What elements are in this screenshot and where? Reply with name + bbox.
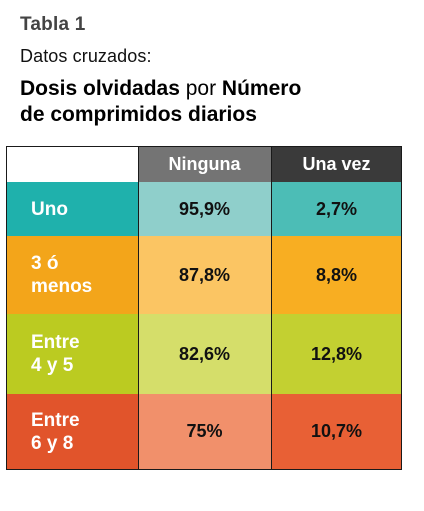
cross-tab-table: Ninguna Una vez Uno 95,9% 2,7% 3 ó menos… xyxy=(6,146,402,470)
column-header-ninguna: Ninguna xyxy=(138,147,271,182)
cell-uno-ninguna: 95,9% xyxy=(138,182,271,236)
column-header-una-vez: Una vez xyxy=(272,147,401,182)
cell-uno-una-vez: 2,7% xyxy=(272,182,401,236)
cell-3-o-menos-una-vez: 8,8% xyxy=(272,236,401,314)
table-title: Dosis olvidadas por Número de comprimido… xyxy=(20,76,301,128)
cell-entre-6-y-8-una-vez: 10,7% xyxy=(272,394,401,469)
column-divider xyxy=(138,147,139,469)
cell-entre-6-y-8-ninguna: 75% xyxy=(138,394,271,469)
column-divider xyxy=(271,147,272,469)
cell-entre-4-y-5-una-vez: 12,8% xyxy=(272,314,401,394)
row-label-uno: Uno xyxy=(7,182,138,236)
cell-3-o-menos-ninguna: 87,8% xyxy=(138,236,271,314)
cell-entre-4-y-5-ninguna: 82,6% xyxy=(138,314,271,394)
table-subtitle: Datos cruzados: xyxy=(20,46,152,66)
row-label-entre-4-y-5: Entre 4 y 5 xyxy=(7,314,138,394)
table-corner-cell xyxy=(7,147,138,182)
title-connector: por xyxy=(179,77,222,100)
title-part-number: Número xyxy=(221,77,302,100)
row-label-3-o-menos: 3 ó menos xyxy=(7,236,138,314)
title-part-doses: Dosis olvidadas xyxy=(20,77,180,100)
title-line2: de comprimidos diarios xyxy=(20,103,257,126)
row-label-entre-6-y-8: Entre 6 y 8 xyxy=(7,394,138,469)
table-number-label: Tabla 1 xyxy=(20,14,86,35)
